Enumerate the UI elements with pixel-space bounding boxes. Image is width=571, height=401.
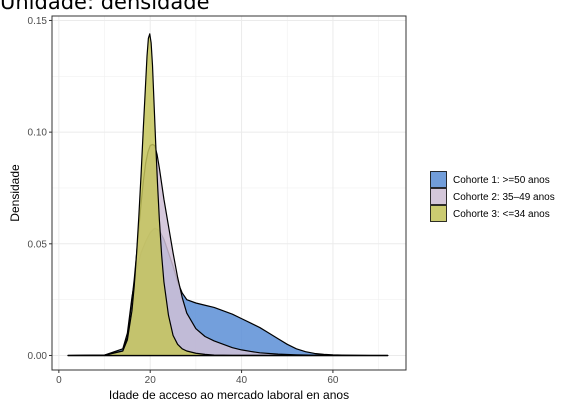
y-tick-label: 0.00 (28, 351, 48, 362)
x-axis-title: Idade de acceso ao mercado laboral en an… (109, 388, 349, 401)
panel-border (51, 15, 407, 371)
legend-key-swatch (430, 188, 447, 205)
density-areas (67, 33, 389, 357)
legend-label: Cohorte 1: >=50 anos (453, 175, 550, 186)
y-tick-label: 0.10 (28, 128, 48, 139)
chart-title: Unidade: densidade (0, 0, 210, 14)
y-axis-title: Densidade (8, 164, 22, 222)
density-area (67, 33, 389, 357)
legend: Cohorte 1: >=50 anos Cohorte 2: 35–49 ano… (430, 171, 555, 222)
legend-label: Cohorte 2: 35–49 anos (453, 192, 555, 203)
panel-background (52, 16, 406, 370)
legend-label: Cohorte 3: <=34 anos (453, 209, 550, 220)
axis-ticks: 0 20 40 60 0.00 0.05 0.10 0.15 (28, 16, 339, 386)
legend-key-swatch (430, 205, 447, 222)
y-tick-label: 0.05 (28, 239, 48, 250)
x-tick-label: 0 (56, 375, 62, 386)
x-tick-label: 60 (327, 375, 339, 386)
y-tick-label: 0.15 (28, 16, 48, 27)
x-tick-label: 20 (145, 375, 157, 386)
x-tick-label: 40 (236, 375, 248, 386)
legend-key-swatch (430, 171, 447, 188)
